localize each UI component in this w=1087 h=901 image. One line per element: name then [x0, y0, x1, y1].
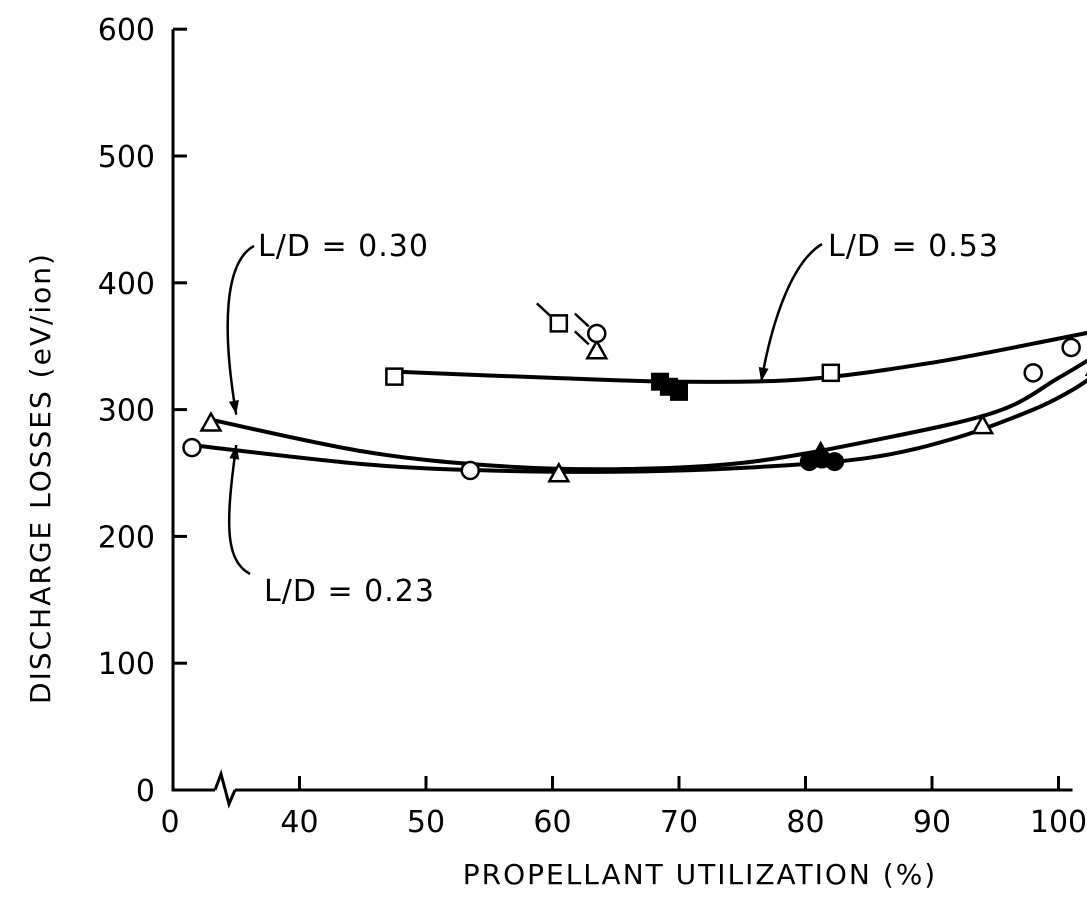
- data-point: [821, 363, 841, 383]
- y-tick-label: 200: [98, 520, 155, 555]
- y-tick-label: 400: [98, 267, 155, 302]
- x-tick-label: 0: [160, 805, 179, 840]
- axis-break-mark: [213, 769, 237, 809]
- x-tick-label: 100: [1030, 805, 1087, 840]
- y-tick-label: 600: [98, 13, 155, 48]
- annotation-leader: [227, 444, 251, 576]
- data-point-filled: [825, 452, 845, 472]
- annotations: L/D = 0.53 L/D = 0.30 L/D = 0.23: [226, 229, 999, 609]
- x-tick-label: 50: [407, 805, 445, 840]
- x-tick-label: 40: [280, 805, 318, 840]
- y-tick-label: 100: [98, 647, 155, 682]
- y-tick-label: 500: [98, 140, 155, 175]
- series-curve: [191, 378, 1087, 474]
- x-axis-title: PROPELLANT UTILIZATION (%): [463, 858, 937, 891]
- data-point: [385, 367, 404, 386]
- annotation-leader: [226, 244, 255, 415]
- data-point: [1061, 337, 1081, 358]
- series-curve: [394, 330, 1087, 384]
- annotation-ld-023: L/D = 0.23: [264, 574, 435, 609]
- curves: [191, 330, 1087, 474]
- arrow-head: [229, 445, 240, 460]
- arrow-head: [228, 400, 239, 415]
- outlier-tick: [535, 302, 552, 318]
- ticks: 0 100 200 300 400 500 600 0 40 50 60 70 80 90 100: [98, 13, 1087, 840]
- y-axis-title: DISCHARGE LOSSES (eV/ion): [24, 252, 57, 704]
- arrow-head: [758, 367, 769, 382]
- markers: [182, 302, 1087, 483]
- outlier-tick: [573, 330, 590, 346]
- x-tick-label: 70: [660, 805, 698, 840]
- data-point: [547, 461, 571, 483]
- annotation-ld-053: L/D = 0.53: [828, 229, 999, 264]
- annotation-leader: [759, 242, 823, 382]
- y-tick-label: 0: [136, 774, 155, 809]
- x-tick-label: 80: [786, 805, 824, 840]
- data-point-outlier: [549, 314, 569, 333]
- series-curve: [210, 358, 1087, 472]
- data-point-filled: [670, 382, 688, 401]
- annotation-ld-030: L/D = 0.30: [258, 229, 429, 264]
- data-point: [970, 413, 995, 435]
- data-point: [182, 437, 202, 458]
- data-point: [199, 410, 223, 432]
- axes: [171, 29, 1073, 809]
- x-tick-label: 60: [533, 805, 571, 840]
- x-tick-label: 90: [913, 805, 951, 840]
- data-point: [1023, 363, 1043, 383]
- y-tick-label: 300: [98, 394, 155, 429]
- data-point-outlier: [585, 338, 609, 360]
- data-point: [460, 460, 481, 481]
- data-point-outlier: [587, 323, 607, 344]
- outlier-tick: [573, 312, 590, 328]
